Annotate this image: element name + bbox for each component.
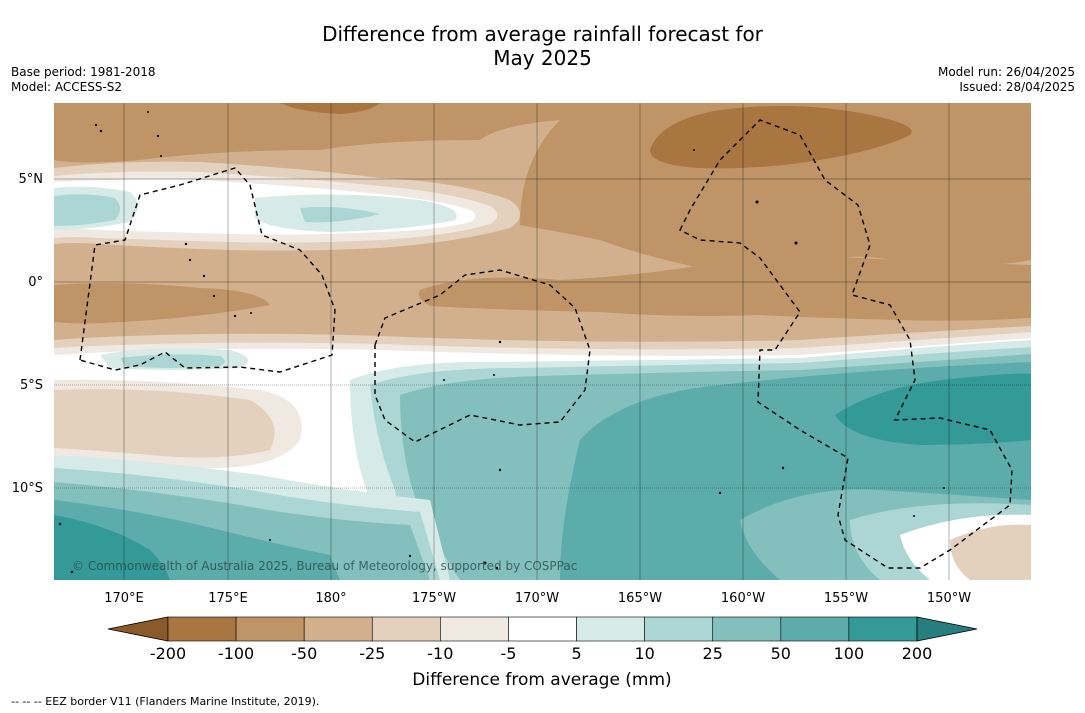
colorbar-tick-label: -25 (359, 644, 385, 663)
copyright-notice: © Commonwealth of Australia 2025, Bureau… (72, 559, 577, 573)
colorbar-tick-label: -200 (150, 644, 186, 663)
lat-label-10s: 10°S (12, 481, 43, 496)
colorbar-tick-label: -5 (500, 644, 516, 663)
metadata-left: Base period: 1981-2018 Model: ACCESS-S2 (11, 65, 156, 95)
colorbar-segment (440, 616, 509, 642)
lon-label-175w: 175°W (412, 591, 456, 606)
latitude-labels: 5°N 0° 5°S 10°S (12, 172, 43, 496)
model-name: Model: ACCESS-S2 (11, 80, 123, 94)
colorbar-segment (235, 616, 305, 642)
lat-label-5n: 5°N (19, 172, 44, 187)
colorbar-tick-label: 50 (771, 644, 791, 663)
lat-label-0: 0° (28, 275, 43, 290)
colorbar: -200 -100 -50 -25 -10 -5 5 10 25 50 100 200 (107, 616, 978, 663)
lon-label-150w: 150°W (927, 591, 971, 606)
islands (58, 111, 945, 574)
colorbar-segment (576, 616, 645, 642)
field-plus-200-east (835, 373, 1031, 445)
colorbar-segment (508, 616, 577, 642)
colorbar-title: Difference from average (mm) (412, 670, 671, 690)
colorbar-tick-label: -50 (291, 644, 317, 663)
base-period: Base period: 1981-2018 (11, 65, 156, 79)
field-plus-25-west-eq (120, 354, 225, 368)
lon-label-165w: 165°W (618, 591, 662, 606)
eez-kiribati-line (679, 119, 1013, 569)
field-minus-10-se (950, 524, 1031, 580)
colorbar-extend-high (916, 616, 978, 642)
colorbar-segment (167, 616, 237, 642)
colorbar-extend-low (107, 616, 169, 642)
colorbar-tick-label: 25 (703, 644, 723, 663)
colorbar-tick-label: 5 (571, 644, 581, 663)
lon-label-175e: 175°E (208, 591, 248, 606)
longitude-labels: 170°E 175°E 180° 175°W 170°W 165°W 160°W… (104, 591, 971, 606)
lon-label-170e: 170°E (104, 591, 144, 606)
colorbar-segment (780, 616, 850, 642)
field-plus-25-nw (54, 194, 120, 226)
map-title: Difference from average rainfall forecas… (0, 22, 1085, 70)
title-line-2: May 2025 (493, 46, 592, 70)
colorbar-segment (644, 616, 714, 642)
metadata-right: Model run: 26/04/2025 Issued: 28/04/2025 (938, 65, 1075, 95)
rainfall-field (54, 103, 1031, 580)
grid-lines (54, 103, 1031, 580)
lat-label-5s: 5°S (20, 378, 43, 393)
colorbar-segment (371, 616, 441, 642)
colorbar-tick-label: -10 (427, 644, 453, 663)
lon-label-170w: 170°W (515, 591, 559, 606)
field-plus-25-central-north (300, 206, 380, 223)
model-run: Model run: 26/04/2025 (937, 65, 1075, 79)
field-minus-50-west (54, 283, 270, 324)
eez-kiribati-gilberts (79, 167, 336, 373)
colorbar-tick-label: 100 (834, 644, 865, 663)
lon-label-160w: 160°W (721, 591, 765, 606)
field-plus-200-sw (54, 515, 170, 580)
title-line-1: Difference from average rainfall forecas… (322, 22, 763, 46)
colorbar-segment (712, 616, 782, 642)
colorbar-tick-label: -100 (218, 644, 254, 663)
colorbar-tick-label: 10 (634, 644, 654, 663)
field-minus-10-sw (54, 389, 275, 458)
colorbar-segment (848, 616, 918, 642)
eez-borders (79, 119, 1013, 569)
colorbar-tick-label: 200 (902, 644, 933, 663)
lon-label-155w: 155°W (824, 591, 868, 606)
lon-label-180: 180° (315, 591, 346, 606)
eez-footnote: -- -- -- EEZ border V11 (Flanders Marine… (11, 695, 320, 708)
issued-date: Issued: 28/04/2025 (959, 80, 1075, 94)
eez-kiribati-phoenix (374, 269, 591, 443)
field-minus-100-top (280, 103, 380, 114)
colorbar-segment (303, 616, 373, 642)
